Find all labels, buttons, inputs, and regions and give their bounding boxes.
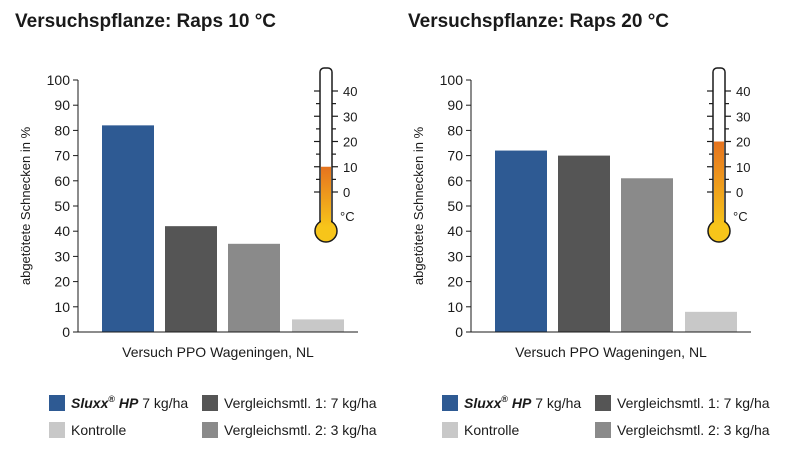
y-tick-label: 70 bbox=[54, 148, 70, 164]
thermo-tick-label: 20 bbox=[736, 135, 750, 150]
legend-1: Sluxx® HP 7 kg/ha Vergleichsmtl. 1: 7 kg/… bbox=[49, 394, 377, 438]
legend-2: Sluxx® HP 7 kg/ha Vergleichsmtl. 1: 7 kg/… bbox=[442, 394, 770, 438]
chart-panel-2: Versuchspflanze: Raps 20 °C abgetötete Sc… bbox=[408, 11, 751, 360]
legend-label: Vergleichsmtl. 1: 7 kg/ha bbox=[617, 395, 770, 411]
y-axis-label: abgetötete Schnecken in % bbox=[18, 126, 33, 285]
thermometer-fill bbox=[714, 141, 724, 227]
thermo-unit-label: °C bbox=[733, 209, 748, 224]
legend-product: HP bbox=[508, 395, 532, 411]
thermometer: 40 30 20 10 0 °C bbox=[707, 67, 750, 243]
chart-panel-1: Versuchspflanze: Raps 10 °C abgetötete Sc… bbox=[15, 11, 358, 360]
y-tick-label: 80 bbox=[54, 122, 70, 138]
thermo-tick-label: 30 bbox=[343, 109, 357, 124]
y-tick-label: 90 bbox=[54, 97, 70, 113]
legend-swatch bbox=[442, 395, 458, 411]
legend-label: Kontrolle bbox=[71, 422, 126, 438]
y-tick-label: 10 bbox=[447, 299, 463, 315]
legend-swatch bbox=[49, 422, 65, 438]
bar bbox=[102, 125, 154, 332]
bar bbox=[558, 155, 610, 332]
thermo-tick-label: 40 bbox=[736, 84, 750, 99]
y-tick-label: 0 bbox=[455, 324, 463, 340]
y-tick-label: 100 bbox=[47, 72, 71, 88]
legend-product: HP bbox=[115, 395, 139, 411]
chart-title: Versuchspflanze: Raps 10 °C bbox=[15, 11, 276, 32]
y-tick-label: 30 bbox=[54, 248, 70, 264]
thermo-tick-label: 10 bbox=[343, 160, 357, 175]
y-tick-label: 0 bbox=[62, 324, 70, 340]
legend-label: Vergleichsmtl. 2: 3 kg/ha bbox=[224, 422, 377, 438]
y-tick-label: 20 bbox=[54, 274, 70, 290]
y-tick-label: 70 bbox=[447, 148, 463, 164]
thermo-tick-label: 0 bbox=[343, 185, 350, 200]
legend-label: Sluxx® HP 7 kg/ha bbox=[71, 394, 188, 411]
legend-swatch bbox=[595, 422, 611, 438]
x-axis-label: Versuch PPO Wageningen, NL bbox=[515, 344, 707, 360]
x-axis-label: Versuch PPO Wageningen, NL bbox=[122, 344, 314, 360]
y-tick-label: 90 bbox=[447, 97, 463, 113]
y-tick-label: 20 bbox=[447, 274, 463, 290]
thermometer: 40 30 20 10 0 °C bbox=[314, 67, 357, 243]
legend-label: Kontrolle bbox=[464, 422, 519, 438]
thermo-unit-label: °C bbox=[340, 209, 355, 224]
thermo-tick-label: 40 bbox=[343, 84, 357, 99]
legend-swatch bbox=[202, 395, 218, 411]
y-tick-label: 100 bbox=[440, 72, 464, 88]
bar bbox=[495, 150, 547, 332]
bar bbox=[621, 178, 673, 332]
y-tick-label: 60 bbox=[447, 173, 463, 189]
bar bbox=[228, 243, 280, 332]
y-tick-label: 60 bbox=[54, 173, 70, 189]
legend-reg: ® bbox=[108, 394, 115, 404]
bar bbox=[165, 226, 217, 332]
legend-dose: 7 kg/ha bbox=[531, 395, 581, 411]
y-tick-label: 50 bbox=[54, 198, 70, 214]
y-tick-label: 10 bbox=[54, 299, 70, 315]
legend-swatch bbox=[202, 422, 218, 438]
y-tick-label: 50 bbox=[447, 198, 463, 214]
thermo-tick-label: 10 bbox=[736, 160, 750, 175]
thermometer-fill bbox=[321, 166, 331, 227]
y-tick-label: 80 bbox=[447, 122, 463, 138]
bar bbox=[685, 311, 737, 332]
legend-brand: Sluxx bbox=[464, 395, 503, 411]
chart-title: Versuchspflanze: Raps 20 °C bbox=[408, 11, 669, 32]
legend-label: Vergleichsmtl. 1: 7 kg/ha bbox=[224, 395, 377, 411]
y-axis-label: abgetötete Schnecken in % bbox=[411, 126, 426, 285]
y-tick-label: 30 bbox=[447, 248, 463, 264]
thermo-tick-label: 30 bbox=[736, 109, 750, 124]
y-tick-label: 40 bbox=[447, 223, 463, 239]
legend-swatch bbox=[442, 422, 458, 438]
thermo-tick-label: 20 bbox=[343, 135, 357, 150]
legend-dose: 7 kg/ha bbox=[138, 395, 188, 411]
legend-swatch bbox=[49, 395, 65, 411]
legend-swatch bbox=[595, 395, 611, 411]
thermo-tick-label: 0 bbox=[736, 185, 743, 200]
legend-brand: Sluxx bbox=[71, 395, 110, 411]
legend-label: Sluxx® HP 7 kg/ha bbox=[464, 394, 581, 411]
legend-reg: ® bbox=[501, 394, 508, 404]
bar bbox=[292, 319, 344, 332]
legend-label: Vergleichsmtl. 2: 3 kg/ha bbox=[617, 422, 770, 438]
y-tick-label: 40 bbox=[54, 223, 70, 239]
